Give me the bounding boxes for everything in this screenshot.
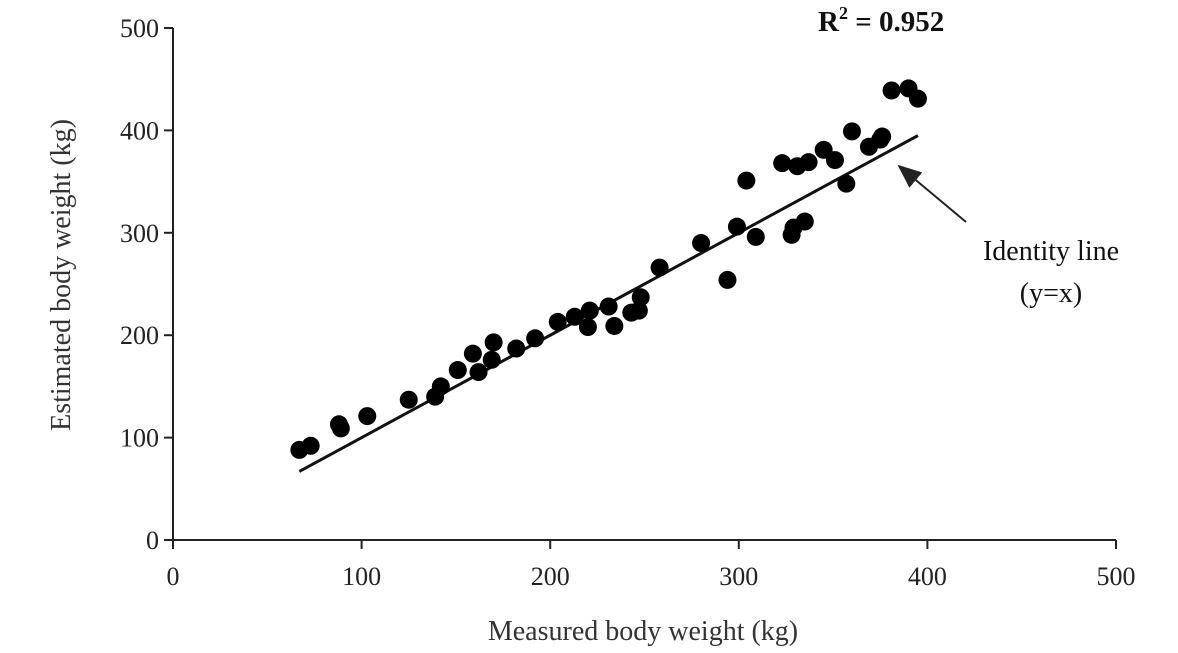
r-squared-superscript: 2	[839, 3, 848, 23]
data-point	[448, 361, 467, 380]
axes	[172, 28, 1116, 541]
x-tick-label: 100	[342, 562, 381, 591]
data-point	[795, 212, 814, 231]
identity-line-label: Identity line	[983, 236, 1119, 267]
data-point	[650, 258, 669, 277]
data-point	[629, 301, 648, 320]
x-tick-label: 0	[167, 562, 180, 591]
data-point	[431, 377, 450, 396]
data-point	[631, 288, 650, 307]
data-point	[484, 333, 503, 352]
y-tick-label: 200	[120, 321, 159, 350]
data-point	[482, 350, 501, 369]
data-point	[718, 270, 737, 289]
data-point	[301, 436, 320, 455]
y-axis-title: Estimated body weight (kg)	[46, 119, 77, 431]
r-squared-prefix: R	[818, 6, 840, 38]
data-point	[837, 174, 856, 193]
data-point	[842, 122, 861, 141]
data-point	[873, 127, 892, 146]
data-point	[773, 154, 792, 173]
y-tick-label: 400	[120, 116, 159, 145]
data-point	[526, 329, 545, 348]
r-squared-value: = 0.952	[848, 6, 944, 38]
identity-line-arrow	[897, 164, 967, 223]
data-point	[565, 307, 584, 326]
y-tick-label: 500	[120, 14, 159, 43]
data-point	[605, 316, 624, 335]
data-point	[727, 217, 746, 236]
data-point	[331, 419, 350, 438]
data-point	[469, 363, 488, 382]
data-point	[746, 227, 765, 246]
identity-line-equation: (y=x)	[1020, 278, 1082, 309]
x-tick-label: 200	[531, 562, 570, 591]
y-tick-label: 0	[146, 526, 159, 555]
r-squared-label: R2 = 0.952	[818, 3, 944, 38]
data-point	[399, 390, 418, 409]
data-point	[882, 81, 901, 100]
data-point	[358, 407, 377, 426]
data-point	[737, 171, 756, 190]
x-tick-label: 500	[1097, 562, 1136, 591]
x-tick-label: 300	[719, 562, 758, 591]
data-point	[908, 89, 927, 108]
y-tick-label: 300	[120, 219, 159, 248]
x-tick-label: 400	[908, 562, 947, 591]
x-axis-title: Measured body weight (kg)	[488, 616, 798, 647]
data-points	[290, 79, 927, 459]
data-point	[692, 234, 711, 253]
data-point	[578, 318, 597, 337]
data-point	[548, 312, 567, 331]
data-point	[463, 344, 482, 363]
data-point	[599, 297, 618, 316]
data-point	[799, 153, 818, 172]
data-point	[825, 151, 844, 170]
data-point	[580, 301, 599, 320]
y-tick-label: 100	[120, 424, 159, 453]
ticks: 0 100 200 300 400 500 0 100 200 300 400 500	[120, 14, 1136, 591]
data-point	[507, 339, 526, 358]
